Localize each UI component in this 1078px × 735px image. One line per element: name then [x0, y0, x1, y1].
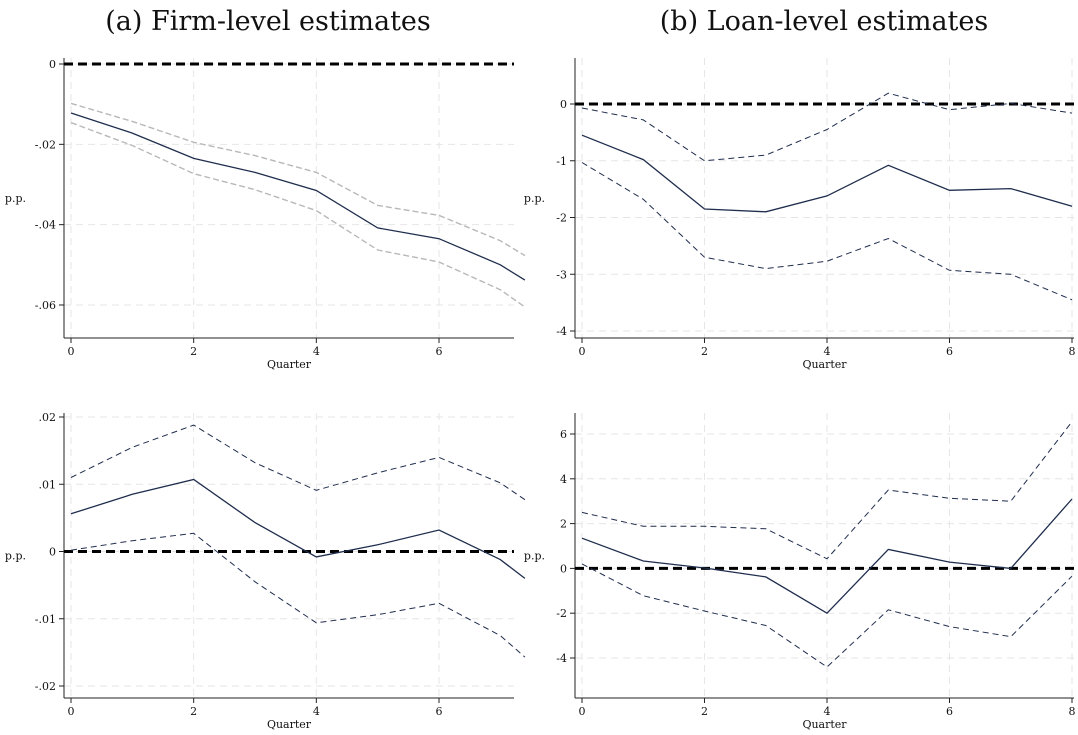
ci-upper-line [70, 102, 526, 257]
y-tick-label: -.01 [35, 613, 56, 626]
panel-b-title: (b) Loan-level estimates [659, 6, 989, 37]
x-axis-label: Quarter [267, 718, 312, 731]
y-axis-label: p.p. [5, 550, 26, 563]
ci-lower-line [581, 563, 1073, 668]
estimate-line [70, 112, 526, 281]
y-tick-label: 0 [560, 98, 567, 111]
x-tick-label: 6 [946, 345, 953, 358]
ci-upper-line [581, 92, 1073, 162]
x-axis-label: Quarter [802, 358, 847, 371]
y-tick-label: 0 [49, 546, 56, 559]
estimate-line [70, 478, 526, 579]
y-axis-label: p.p. [524, 192, 545, 205]
y-tick-label: 0 [49, 58, 56, 71]
x-tick-label: 6 [436, 705, 443, 718]
estimate-line [581, 498, 1073, 615]
x-tick-label: 2 [190, 345, 197, 358]
x-tick-label: 0 [68, 345, 75, 358]
x-tick-label: 2 [190, 705, 197, 718]
y-axis-label: p.p. [524, 550, 545, 563]
chart-loan-bottom: 6 4 2 0 -2 -4 0 2 4 6 8 Quarter p.p. [524, 413, 1076, 731]
panel-a-title: (a) Firm-level estimates [105, 6, 431, 37]
chart-loan-top: 0 -1 -2 -3 -4 0 2 4 6 8 Quarter p.p. [524, 58, 1076, 371]
y-tick-label: -.04 [35, 219, 56, 232]
y-tick-label: 4 [560, 473, 567, 486]
x-axis-label: Quarter [802, 718, 847, 731]
x-tick-label: 0 [68, 705, 75, 718]
x-tick-label: 0 [579, 345, 586, 358]
x-tick-label: 4 [824, 705, 831, 718]
ci-upper-line [70, 424, 526, 501]
estimate-line [581, 134, 1073, 213]
y-axis-label: p.p. [5, 192, 26, 205]
y-tick-label: .02 [39, 411, 57, 424]
chart-firm-top: 0 -.02 -.04 -.06 0 2 4 6 Quarter p.p. [5, 58, 526, 371]
y-tick-label: 0 [560, 562, 567, 575]
y-tick-label: -2 [556, 212, 567, 225]
y-tick-label: -4 [556, 652, 567, 665]
y-tick-label: 6 [560, 428, 567, 441]
y-tick-label: .01 [39, 478, 57, 491]
x-tick-label: 4 [824, 345, 831, 358]
y-tick-label: -1 [556, 155, 567, 168]
y-tick-label: -4 [556, 325, 567, 338]
x-tick-label: 6 [946, 705, 953, 718]
ci-lower-line [70, 121, 526, 308]
y-tick-label: -3 [556, 268, 567, 281]
x-tick-label: 8 [1069, 345, 1076, 358]
x-tick-label: 6 [436, 345, 443, 358]
x-tick-label: 8 [1069, 705, 1076, 718]
chart-firm-bottom: .02 .01 0 -.01 -.02 0 2 4 6 Quarter p.p. [5, 411, 526, 731]
x-tick-label: 4 [313, 705, 320, 718]
y-tick-label: -.02 [35, 680, 56, 693]
x-tick-label: 2 [701, 345, 708, 358]
x-tick-label: 4 [313, 345, 320, 358]
x-tick-label: 2 [701, 705, 708, 718]
y-tick-label: -.06 [35, 299, 56, 312]
y-tick-label: -2 [556, 607, 567, 620]
ci-upper-line [581, 421, 1073, 560]
y-tick-label: -.02 [35, 138, 56, 151]
x-tick-label: 0 [579, 705, 586, 718]
ci-lower-line [581, 162, 1073, 301]
y-tick-label: 2 [560, 518, 567, 531]
x-axis-label: Quarter [267, 358, 312, 371]
ci-lower-line [70, 532, 526, 658]
